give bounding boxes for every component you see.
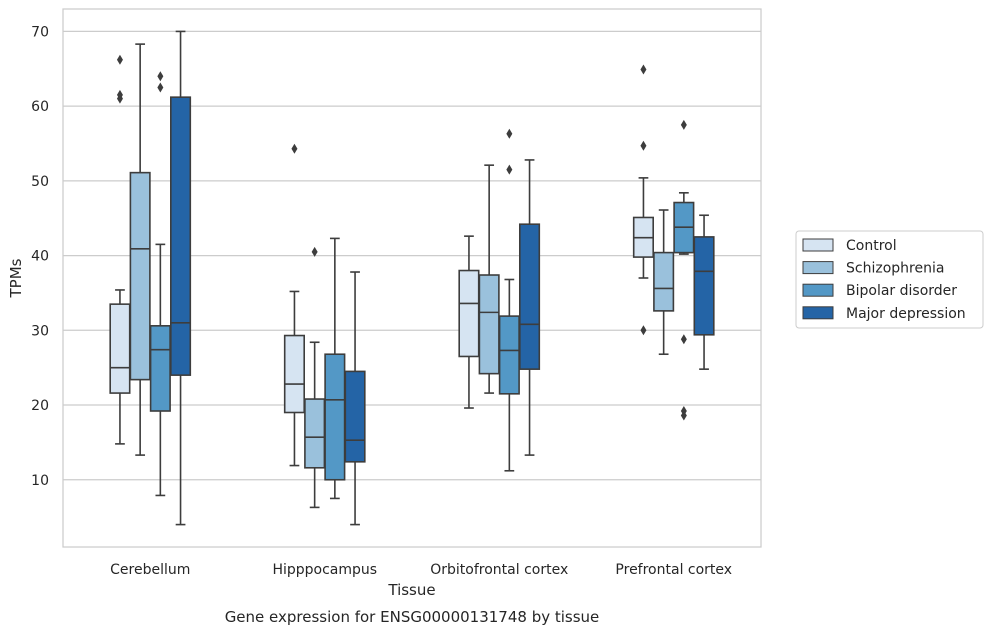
- box-group: [324, 237, 346, 500]
- legend-label: Schizophrenia: [846, 261, 944, 277]
- outlier-point: [506, 164, 513, 175]
- box-iqr: [478, 274, 500, 375]
- box-group: [283, 143, 306, 467]
- series-bipolar-disorder: [149, 71, 695, 500]
- x-tick-label: Prefrontal cortex: [615, 562, 732, 578]
- y-tick-label: 60: [31, 99, 49, 115]
- box-iqr: [109, 303, 131, 394]
- box-iqr: [324, 353, 346, 481]
- box-group: [304, 246, 326, 509]
- box-group: [109, 54, 131, 445]
- box-iqr: [170, 96, 192, 376]
- box-iqr: [283, 334, 306, 414]
- outlier-point: [680, 406, 687, 417]
- box-group: [653, 209, 675, 356]
- y-tick-label: 20: [31, 398, 49, 414]
- x-tick-label: Hipppocampus: [272, 562, 377, 578]
- y-axis-title: TPMs: [7, 258, 25, 298]
- outlier-point: [506, 128, 513, 139]
- box-group: [170, 30, 192, 526]
- plot-frame: [62, 8, 762, 548]
- outlier-point: [640, 325, 647, 336]
- series-schizophrenia: [129, 43, 675, 509]
- outlier-point: [116, 89, 123, 100]
- series-major-depression: [170, 30, 715, 526]
- x-tick-labels: Cerebellum Hipppocampus Orbitofrontal cort…: [110, 562, 732, 578]
- box-group: [673, 119, 695, 421]
- box-group: [693, 214, 715, 370]
- box-iqr: [518, 223, 541, 370]
- outlier-point: [157, 71, 164, 82]
- legend-label: Control: [846, 238, 897, 254]
- box-groups: [109, 30, 715, 526]
- y-tick-label: 10: [31, 473, 49, 489]
- box-iqr: [149, 325, 171, 412]
- box-iqr: [458, 269, 480, 358]
- legend-swatch: [802, 306, 834, 320]
- box-iqr: [653, 251, 675, 312]
- y-tick-label: 40: [31, 249, 49, 265]
- box-iqr: [304, 398, 326, 469]
- legend-swatch: [802, 261, 834, 275]
- outlier-point: [680, 119, 687, 130]
- x-axis-title: Tissue: [387, 581, 435, 599]
- legend-frame: [795, 230, 984, 329]
- outlier-point: [116, 54, 123, 65]
- series-control: [109, 54, 655, 467]
- box-group: [518, 159, 541, 456]
- box-group: [129, 43, 151, 456]
- y-tick-label: 50: [31, 174, 49, 190]
- y-tick-labels: 10 20 30 40 50 60 70: [31, 24, 49, 488]
- legend-swatch: [802, 238, 834, 252]
- legend-swatch: [802, 283, 834, 297]
- y-tick-label: 70: [31, 24, 49, 40]
- box-group: [632, 64, 655, 336]
- outlier-point: [640, 140, 647, 151]
- box-iqr: [344, 370, 366, 463]
- box-group: [478, 164, 500, 394]
- outlier-point: [680, 334, 687, 345]
- outlier-point: [157, 82, 164, 93]
- box-group: [458, 235, 480, 409]
- legend-label: Major depression: [846, 306, 966, 322]
- box-group: [498, 128, 520, 472]
- box-iqr: [693, 236, 715, 336]
- box-group: [149, 71, 171, 497]
- outlier-point: [640, 64, 647, 75]
- box-iqr: [129, 171, 151, 381]
- chart-caption: Gene expression for ENSG00000131748 by t…: [225, 608, 600, 626]
- box-group: [344, 271, 366, 526]
- legend-label: Bipolar disorder: [846, 283, 957, 299]
- outlier-point: [311, 246, 318, 257]
- x-tick-label: Orbitofrontal cortex: [430, 562, 568, 578]
- box-iqr: [498, 315, 520, 395]
- outlier-point: [291, 143, 298, 154]
- x-tick-label: Cerebellum: [110, 562, 190, 578]
- legend: Control Schizophrenia Bipolar disorder Majo…: [795, 230, 984, 329]
- y-tick-label: 30: [31, 323, 49, 339]
